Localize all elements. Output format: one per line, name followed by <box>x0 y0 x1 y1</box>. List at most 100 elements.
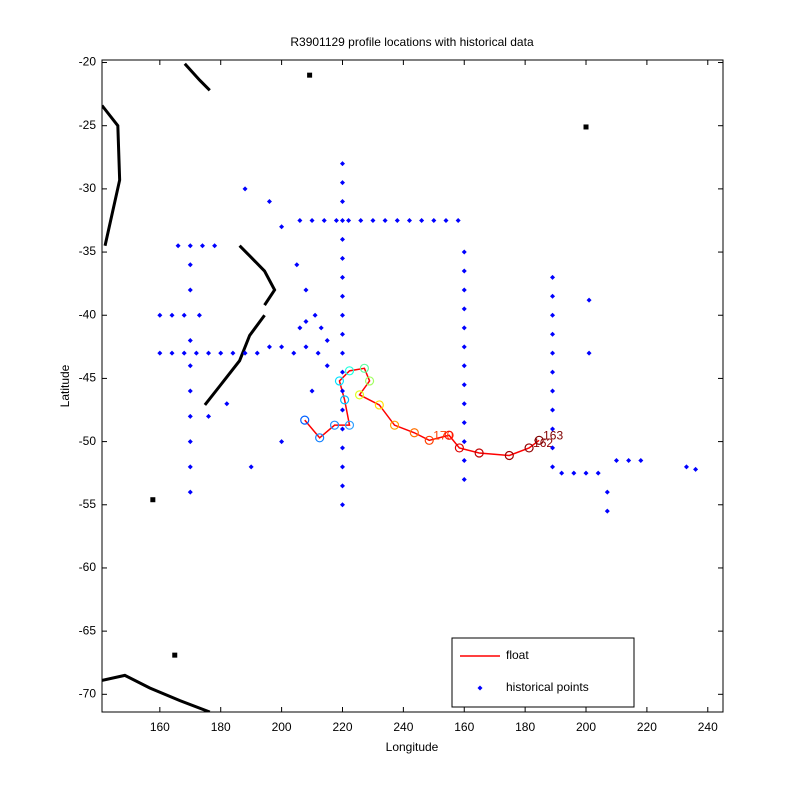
outline-dot <box>583 124 589 130</box>
float-point <box>300 415 310 425</box>
outline-dot <box>150 497 156 503</box>
historical-point <box>181 312 187 318</box>
historical-point <box>461 477 467 483</box>
historical-point <box>297 217 303 223</box>
historical-point <box>315 350 321 356</box>
historical-point <box>550 407 556 413</box>
historical-point <box>279 344 285 350</box>
y-tick-label: -50 <box>79 434 97 448</box>
historical-point <box>266 344 272 350</box>
historical-point <box>187 413 193 419</box>
historical-point <box>443 217 449 223</box>
historical-point <box>461 420 467 426</box>
historical-point <box>339 199 345 205</box>
historical-point <box>212 243 218 249</box>
historical-point <box>218 350 224 356</box>
historical-point <box>550 293 556 299</box>
historical-point <box>358 217 364 223</box>
historical-point <box>254 350 260 356</box>
y-tick-label: -30 <box>79 181 97 195</box>
profile-label: 163 <box>543 429 563 443</box>
historical-point <box>550 350 556 356</box>
historical-point <box>431 217 437 223</box>
historical-point <box>571 470 577 476</box>
y-tick-label: -20 <box>79 55 97 69</box>
historical-point <box>339 502 345 508</box>
historical-point <box>224 401 230 407</box>
float-point <box>354 390 365 400</box>
historical-point <box>187 262 193 268</box>
y-tick-label: -45 <box>79 371 97 385</box>
historical-point <box>318 325 324 331</box>
historical-point <box>324 363 330 369</box>
historical-point <box>339 236 345 242</box>
historical-point <box>339 483 345 489</box>
y-tick-label: -65 <box>79 623 97 637</box>
historical-point <box>461 401 467 407</box>
historical-point <box>461 439 467 445</box>
historical-point <box>230 350 236 356</box>
historical-point <box>279 439 285 445</box>
coastline <box>102 104 122 247</box>
y-tick-label: -40 <box>79 307 97 321</box>
historical-point <box>294 262 300 268</box>
float-point <box>364 376 375 386</box>
historical-point <box>312 312 318 318</box>
legend-marker <box>477 685 483 691</box>
float-point <box>389 420 400 430</box>
float-point <box>409 428 419 438</box>
x-tick-label: 240 <box>393 720 413 734</box>
float-point <box>504 450 514 461</box>
coastline <box>102 673 211 712</box>
historical-point <box>187 464 193 470</box>
historical-point <box>339 217 345 223</box>
historical-point <box>461 363 467 369</box>
historical-point <box>550 274 556 280</box>
historical-point <box>339 180 345 186</box>
historical-point <box>683 464 689 470</box>
historical-point <box>586 350 592 356</box>
historical-point <box>406 217 412 223</box>
y-tick-label: -25 <box>79 118 97 132</box>
historical-point <box>461 287 467 293</box>
historical-point <box>242 350 248 356</box>
x-tick-label: 240 <box>698 720 718 734</box>
historical-point <box>339 369 345 375</box>
float-point <box>374 400 384 410</box>
historical-point <box>169 350 175 356</box>
historical-point <box>206 350 212 356</box>
float-point <box>340 395 350 405</box>
historical-point <box>626 458 632 464</box>
historical-point <box>550 331 556 337</box>
x-tick-label: 180 <box>515 720 535 734</box>
historical-point <box>339 161 345 167</box>
historical-point <box>303 287 309 293</box>
historical-point <box>187 287 193 293</box>
coastline <box>238 244 277 306</box>
legend-label: historical points <box>506 680 589 694</box>
historical-point <box>187 363 193 369</box>
historical-point <box>309 388 315 394</box>
historical-point <box>339 255 345 261</box>
historical-point <box>550 426 556 432</box>
historical-point <box>199 243 205 249</box>
outline-dot <box>307 72 313 78</box>
historical-point <box>303 319 309 325</box>
historical-point <box>324 338 330 344</box>
historical-point <box>157 312 163 318</box>
historical-point <box>550 464 556 470</box>
historical-point <box>595 470 601 476</box>
historical-point <box>583 470 589 476</box>
historical-point <box>175 243 181 249</box>
historical-point <box>187 489 193 495</box>
historical-point <box>187 243 193 249</box>
historical-point <box>266 199 272 205</box>
historical-point <box>559 470 565 476</box>
historical-point <box>339 331 345 337</box>
historical-point <box>339 464 345 470</box>
y-tick-label: -60 <box>79 560 97 574</box>
historical-point <box>291 350 297 356</box>
historical-point <box>461 306 467 312</box>
float-point <box>444 430 454 440</box>
